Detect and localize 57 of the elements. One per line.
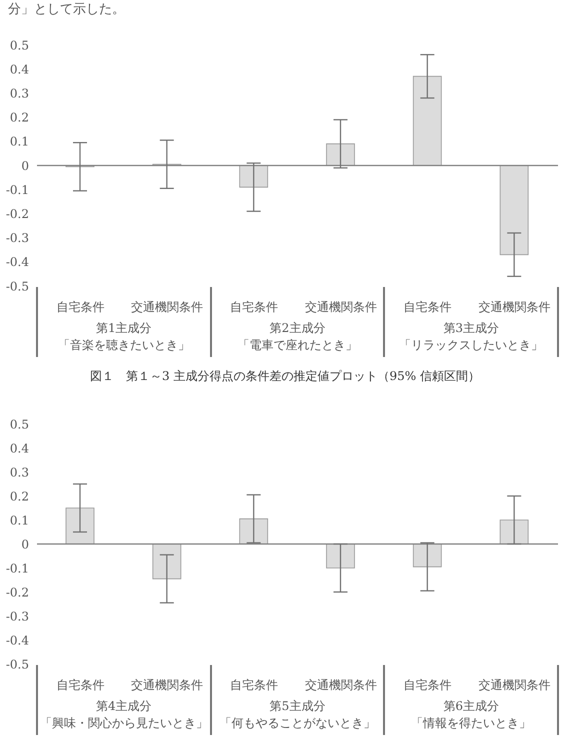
bar bbox=[239, 165, 268, 188]
y-tick-label: -0.1 bbox=[6, 561, 29, 576]
x-tick-label: 自宅条件 bbox=[229, 299, 280, 316]
bar bbox=[500, 165, 529, 256]
x-tick-label: 自宅条件 bbox=[402, 299, 453, 316]
bar bbox=[412, 76, 442, 166]
y-tick-label: 0 bbox=[21, 158, 29, 173]
x-tick-label: 自宅条件 bbox=[55, 299, 106, 316]
x-tick-label: 交通機関条件 bbox=[304, 299, 378, 316]
y-tick-label: 0.5 bbox=[10, 38, 29, 52]
y-tick-label: 0.1 bbox=[10, 134, 29, 149]
bar bbox=[326, 143, 355, 166]
x-tick-label: 自宅条件 bbox=[402, 677, 453, 694]
x-tick-label: 交通機関条件 bbox=[304, 677, 378, 694]
y-tick-label: 0.1 bbox=[10, 513, 29, 528]
bar bbox=[152, 544, 182, 580]
text: 第5主成分 bbox=[268, 698, 326, 715]
text: 「リラックスしたいとき」 bbox=[398, 337, 544, 354]
text: 「興味・関心から見たいとき」 bbox=[38, 715, 209, 732]
y-tick-label: -0.5 bbox=[6, 657, 29, 672]
bar bbox=[66, 508, 94, 544]
text: 「何もやることがないとき」 bbox=[218, 715, 376, 732]
x-tick-label: 交通機関条件 bbox=[478, 677, 552, 694]
y-tick-label: -0.5 bbox=[6, 279, 29, 294]
x-tick-label: 自宅条件 bbox=[229, 677, 280, 694]
y-tick-label: 0.2 bbox=[10, 489, 29, 504]
text: 第6主成分 bbox=[442, 698, 500, 715]
y-tick-label: 0.4 bbox=[10, 62, 30, 76]
text: 「情報を得たいとき」 bbox=[410, 715, 532, 732]
text: 第2主成分 bbox=[268, 320, 326, 337]
text: 第4主成分 bbox=[95, 698, 153, 715]
bar bbox=[239, 518, 268, 544]
x-tick-label: 交通機関条件 bbox=[130, 677, 204, 694]
x-tick-label: 交通機関条件 bbox=[130, 299, 204, 316]
text: 図１ 第１～3 主成分得点の条件差の推定値プロット（95% 信頼区間） bbox=[89, 368, 481, 385]
y-tick-label: 0 bbox=[21, 537, 29, 552]
y-tick-label: -0.3 bbox=[6, 609, 29, 624]
text: 第1主成分 bbox=[95, 320, 153, 337]
y-tick-label: -0.3 bbox=[6, 231, 29, 246]
text: 分」として示した。 bbox=[8, 1, 125, 18]
bar bbox=[500, 520, 529, 544]
x-tick-label: 交通機関条件 bbox=[478, 299, 552, 316]
y-tick-label: -0.1 bbox=[6, 182, 29, 197]
y-tick-label: -0.4 bbox=[6, 255, 30, 270]
y-tick-label: -0.4 bbox=[6, 633, 30, 648]
y-tick-label: 0.3 bbox=[10, 86, 29, 100]
y-tick-label: -0.2 bbox=[6, 206, 29, 221]
y-tick-label: 0.3 bbox=[10, 465, 29, 480]
text: 第3主成分 bbox=[442, 320, 500, 337]
text: 「音楽を聴きたいとき」 bbox=[56, 337, 191, 354]
y-tick-label: 0.2 bbox=[10, 110, 29, 125]
text: 「電車で座れたとき」 bbox=[236, 337, 358, 354]
y-tick-label: 0.4 bbox=[10, 441, 30, 456]
x-tick-label: 自宅条件 bbox=[55, 677, 106, 694]
y-tick-label: -0.2 bbox=[6, 585, 29, 600]
y-tick-label: 0.5 bbox=[10, 417, 29, 432]
bar bbox=[326, 544, 355, 568]
